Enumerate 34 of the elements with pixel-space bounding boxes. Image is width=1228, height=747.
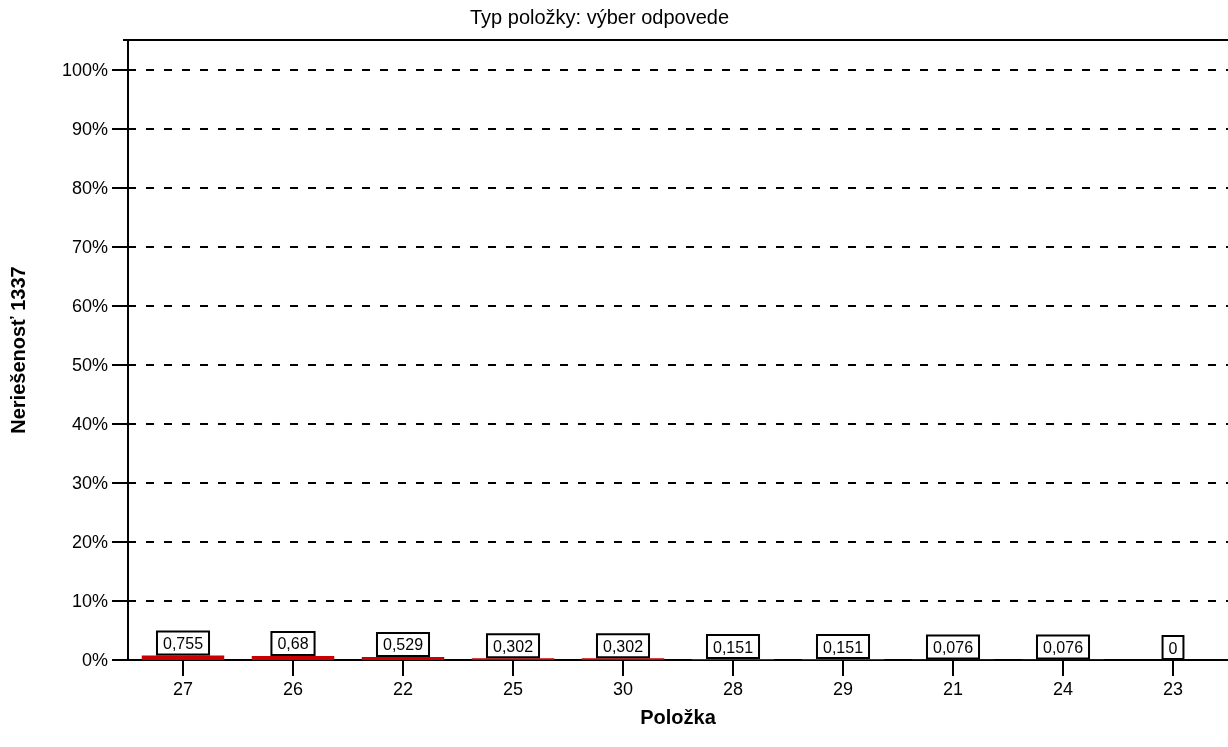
chart-title: Typ položky: výber odpovede — [470, 6, 730, 28]
data-label: 0,151 — [822, 638, 864, 656]
data-label: 0 — [1168, 639, 1178, 657]
y-tick-label: 70% — [71, 236, 108, 257]
x-axis-title: Položka — [640, 706, 717, 728]
y-tick-label: 10% — [71, 590, 108, 611]
data-label: 0,68 — [277, 635, 309, 653]
y-tick-label: 80% — [71, 177, 108, 198]
y-tick-label: 60% — [71, 295, 108, 316]
y-tick-label: 100% — [61, 59, 108, 80]
y-tick-label: 30% — [71, 472, 108, 493]
x-tick-label: 29 — [832, 679, 854, 699]
y-tick-label: 20% — [71, 531, 108, 552]
x-tick-label: 24 — [1052, 679, 1074, 699]
data-label: 0,076 — [932, 639, 974, 657]
x-tick-label: 25 — [502, 679, 524, 699]
data-label: 0,755 — [162, 635, 204, 653]
y-tick-label: 0% — [81, 650, 108, 670]
x-tick-label: 28 — [722, 679, 744, 699]
y-axis-title: Neriešenosť 1337 — [7, 266, 29, 434]
y-tick-label: 90% — [71, 118, 108, 139]
data-label: 0,151 — [712, 638, 754, 656]
data-label: 0,529 — [382, 636, 424, 654]
y-tick-label: 40% — [71, 413, 108, 434]
y-tick-label: 50% — [71, 354, 108, 375]
x-tick-label: 30 — [612, 679, 634, 699]
x-tick-label: 21 — [942, 679, 964, 699]
x-tick-label: 23 — [1162, 679, 1184, 699]
x-tick-label: 22 — [392, 679, 414, 699]
data-label: 0,076 — [1042, 639, 1084, 657]
x-tick-label: 27 — [172, 679, 194, 699]
x-tick-label: 26 — [282, 679, 304, 699]
data-label: 0,302 — [602, 637, 644, 655]
data-label: 0,302 — [492, 637, 534, 655]
